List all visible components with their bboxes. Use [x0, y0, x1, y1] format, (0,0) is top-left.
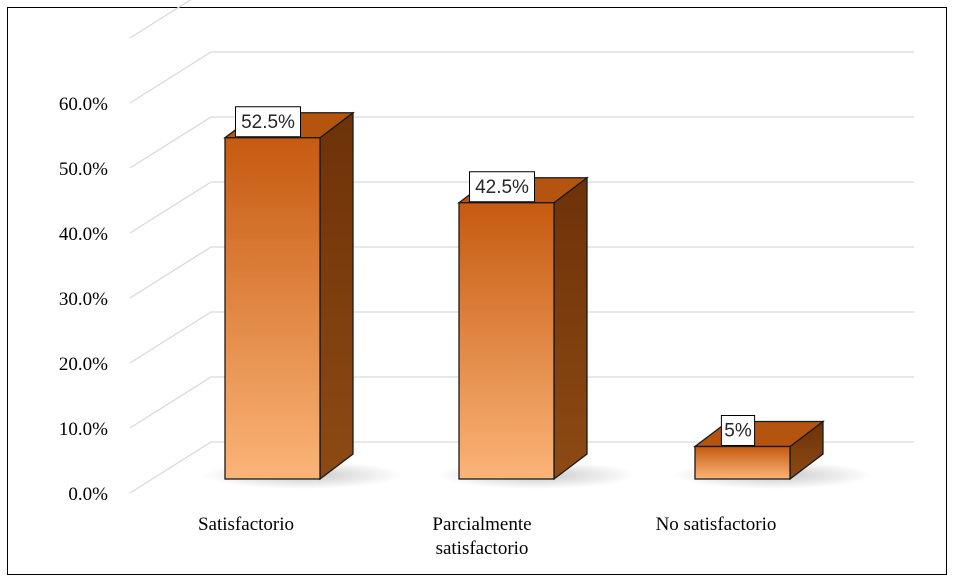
y-tick-label: 20.0%	[59, 354, 108, 375]
gridline	[129, 441, 914, 494]
bars: 52.5% 42.5% 5%	[202, 106, 873, 489]
bar-3: 5%	[672, 415, 873, 489]
gridline	[129, 181, 914, 234]
y-axis-tick-labels: 0.0% 10.0% 20.0% 30.0% 40.0% 50.0% 60.0%	[59, 94, 108, 505]
data-label: 52.5%	[241, 112, 295, 133]
x-category-label: No satisfactorio	[656, 514, 777, 535]
data-label: 5%	[724, 421, 752, 442]
gridline	[129, 51, 914, 104]
bar-side	[319, 111, 354, 481]
bar-1: 52.5%	[202, 106, 403, 489]
bar-side	[553, 176, 588, 481]
bar-2: 42.5%	[436, 171, 637, 489]
gridline	[129, 116, 914, 169]
x-axis-category-labels: Satisfactorio Parcialmente satisfactorio No…	[198, 514, 776, 559]
y-tick-label: 30.0%	[59, 289, 108, 310]
data-label: 42.5%	[475, 177, 529, 198]
bar-front	[458, 202, 555, 480]
data-label-box	[469, 171, 535, 203]
x-category-label: Parcialmente satisfactorio	[432, 514, 531, 559]
gridline	[129, 246, 914, 299]
gridline	[129, 0, 192, 39]
gridlines	[129, 0, 914, 494]
gridline	[129, 311, 914, 364]
y-tick-label: 40.0%	[59, 224, 108, 245]
data-label-box	[235, 106, 301, 138]
x-category-label: Satisfactorio	[198, 514, 294, 535]
data-label-box	[720, 415, 756, 446]
gridline	[129, 376, 914, 429]
y-tick-label: 10.0%	[59, 419, 108, 440]
y-tick-label: 0.0%	[68, 484, 108, 505]
y-tick-label: 60.0%	[59, 94, 108, 115]
bar-front	[224, 137, 321, 480]
y-tick-label: 50.0%	[59, 159, 108, 180]
bar-front	[694, 445, 791, 480]
